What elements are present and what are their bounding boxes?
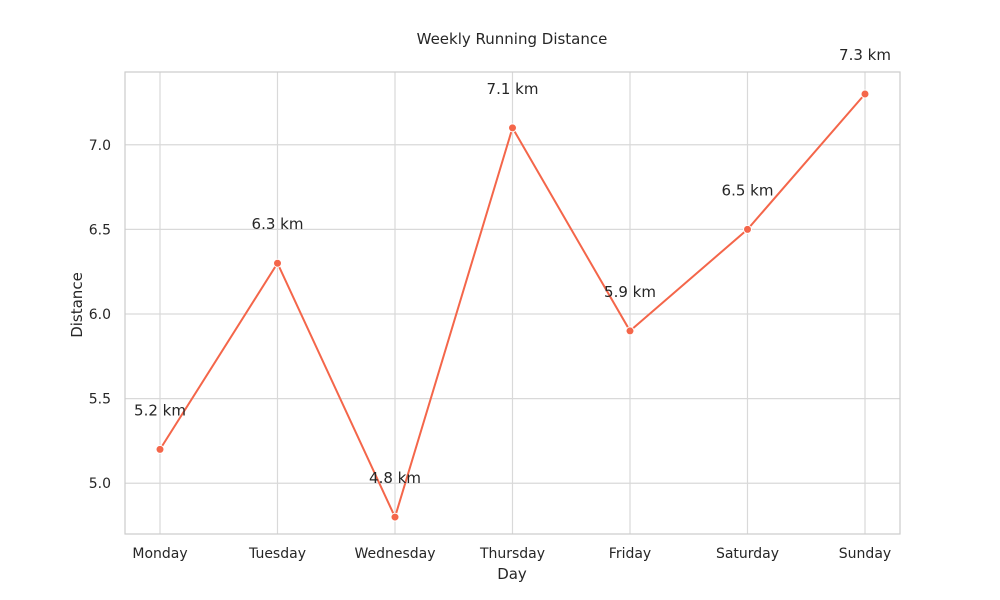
x-tick-label: Sunday	[839, 546, 891, 562]
y-tick-label: 6.5	[89, 222, 111, 238]
grid-lines	[125, 72, 900, 534]
y-tick-label: 7.0	[89, 138, 111, 154]
y-tick-label: 5.5	[89, 392, 111, 408]
data-point	[743, 224, 752, 234]
data-label: 7.3 km	[839, 46, 891, 64]
x-tick-label: Thursday	[479, 546, 545, 562]
data-label: 5.2 km	[134, 401, 186, 419]
x-tick-label: Tuesday	[248, 546, 306, 562]
x-axis-label: Day	[497, 565, 527, 583]
x-tick-label: Monday	[132, 546, 187, 562]
data-label: 6.3 km	[252, 215, 304, 233]
x-axis-ticks: Monday Tuesday Wednesday Thursday Friday Satu…	[132, 546, 891, 562]
x-tick-label: Friday	[609, 546, 651, 562]
data-point	[625, 326, 635, 336]
data-label: 5.9 km	[604, 283, 656, 301]
y-tick-label: 6.0	[89, 307, 111, 323]
data-point	[155, 444, 165, 454]
x-tick-label: Wednesday	[354, 546, 435, 562]
data-point	[860, 89, 870, 99]
data-label: 6.5 km	[722, 181, 774, 199]
data-point	[273, 258, 282, 268]
series-layer	[155, 89, 870, 522]
chart-title: Weekly Running Distance	[417, 30, 608, 48]
data-label: 7.1 km	[487, 80, 539, 98]
y-axis-label: Distance	[68, 272, 86, 338]
data-label: 4.8 km	[369, 469, 421, 487]
y-tick-label: 5.0	[89, 476, 111, 492]
data-labels: 5.2 km 6.3 km 4.8 km 7.1 km 5.9 km 6.5 km 7.3 …	[134, 46, 891, 487]
data-point	[390, 512, 400, 522]
plot-frame	[124, 71, 901, 535]
x-tick-label: Saturday	[716, 546, 779, 562]
data-point	[508, 123, 517, 133]
y-axis-ticks: 5.0 5.5 6.0 6.5 7.0	[89, 138, 111, 492]
